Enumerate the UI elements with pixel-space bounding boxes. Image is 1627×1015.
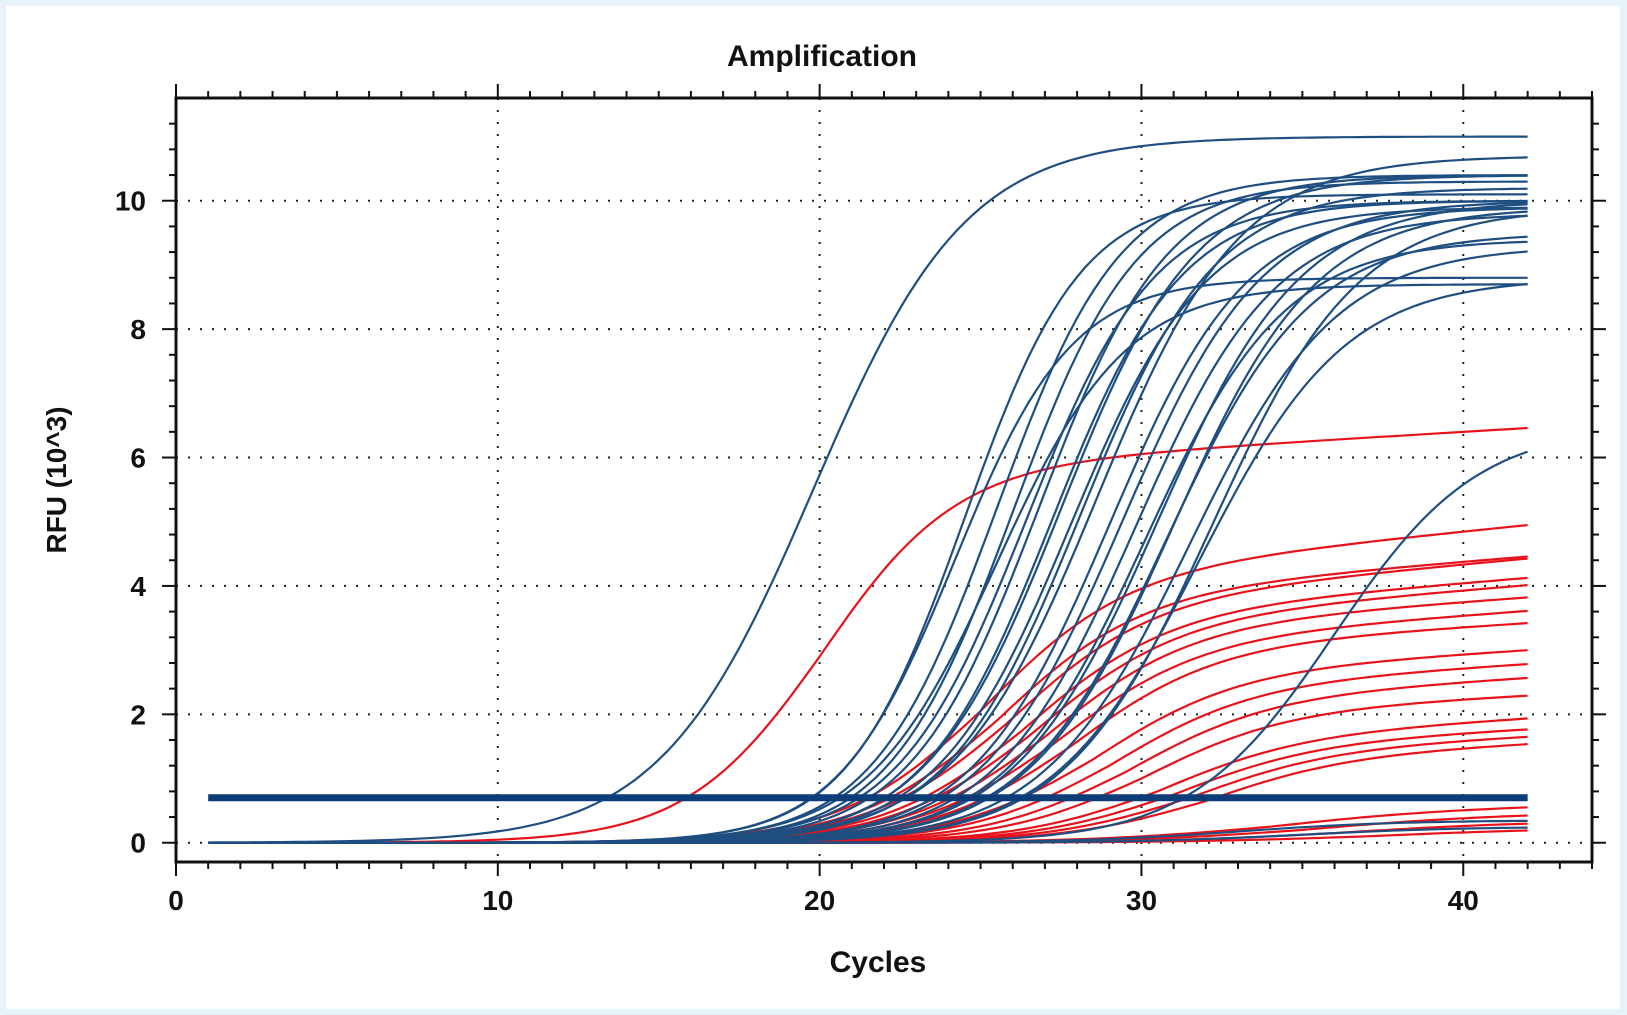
blue-series-line	[208, 174, 1528, 844]
y-axis-label: RFU (10^3)	[41, 406, 72, 553]
blue-series-line	[208, 174, 1528, 844]
blue-series-line	[208, 203, 1528, 844]
y-tick-label: 10	[115, 186, 146, 217]
red-series-line	[208, 576, 1528, 844]
blue-series-line	[208, 174, 1528, 844]
blue-series-line	[208, 200, 1528, 844]
x-tick-label: 20	[804, 885, 835, 916]
red-series-line	[208, 676, 1528, 844]
blue-series-line	[208, 235, 1528, 844]
blue-series-line	[208, 826, 1528, 844]
red-series-line	[208, 622, 1528, 844]
y-tick-label: 0	[130, 828, 146, 859]
chart-title: Amplification	[727, 40, 917, 73]
x-axis-label: Cycles	[830, 946, 927, 979]
y-tick-label: 4	[130, 571, 146, 602]
plot-frame	[174, 96, 1594, 864]
blue-series-line	[208, 199, 1528, 844]
blue-series-line	[208, 201, 1528, 844]
y-tick-label: 8	[130, 314, 146, 345]
blue-series-line	[208, 240, 1528, 844]
series-lines	[208, 135, 1528, 844]
blue-series-line	[208, 180, 1528, 844]
red-series-line	[208, 596, 1528, 844]
blue-series-line	[208, 193, 1528, 844]
x-tick-label: 30	[1126, 885, 1157, 916]
x-tick-label: 40	[1448, 885, 1479, 916]
tick-labels: 0 10 20 30 40 0 2 4 6 8 10	[115, 186, 1479, 916]
blue-series-line	[208, 135, 1528, 844]
x-tick-label: 10	[482, 885, 513, 916]
plot-border	[174, 96, 1594, 864]
y-tick-label: 6	[130, 443, 146, 474]
x-tick-label: 0	[168, 885, 184, 916]
y-tick-label: 2	[130, 699, 146, 730]
red-series-line	[208, 426, 1528, 844]
